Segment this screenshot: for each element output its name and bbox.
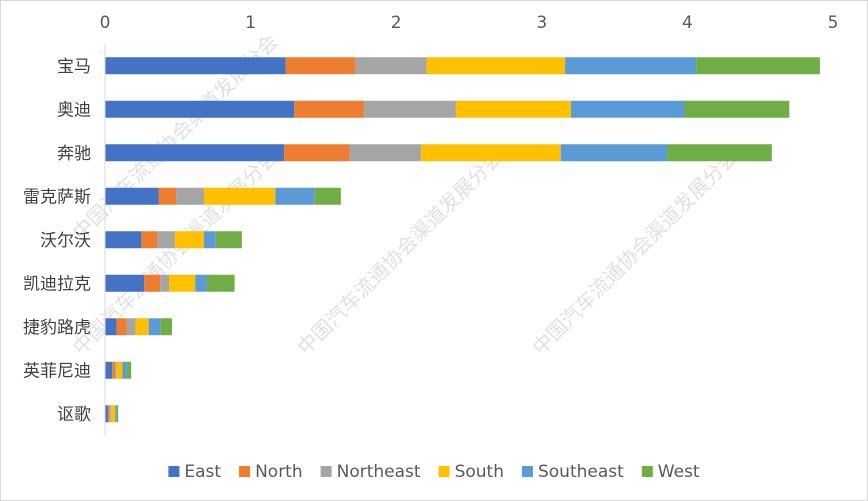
bar-segment-north	[141, 231, 158, 249]
bar-segment-southeast	[122, 361, 127, 379]
watermark-text: 中国汽车流通协会渠道发展分会	[293, 145, 508, 360]
bar-segment-west	[667, 144, 772, 162]
category-label: 宝马	[57, 57, 91, 77]
bar-segment-southeast	[148, 318, 161, 336]
legend-label: West	[658, 462, 700, 482]
legend-swatch	[168, 466, 180, 477]
bar-segment-southeast	[195, 274, 207, 292]
bar-segment-southeast	[275, 187, 315, 205]
bar-segment-west	[116, 405, 119, 423]
bar-segment-north	[285, 57, 356, 75]
category-label: 雷克萨斯	[23, 187, 91, 207]
bar-segment-south	[174, 231, 205, 249]
category-label: 沃尔沃	[40, 231, 91, 251]
category-label: 讴歌	[57, 405, 91, 425]
bar-segment-southeast	[565, 57, 697, 75]
legend-item-west: West	[641, 462, 700, 482]
bar-segment-south	[204, 187, 276, 205]
legend-label: East	[184, 462, 221, 482]
legend-swatch	[438, 466, 450, 477]
bar-segment-southeast	[115, 405, 117, 423]
bar-segment-northeast	[126, 318, 136, 336]
bar-segment-east	[105, 274, 145, 292]
category-label: 奔驰	[57, 144, 91, 164]
bar-segment-west	[696, 57, 820, 75]
bar-segment-west	[160, 318, 172, 336]
category-label: 奥迪	[57, 100, 91, 120]
bar-segment-east	[105, 144, 285, 162]
bar-segment-northeast	[157, 231, 175, 249]
bar-segment-west	[314, 187, 341, 205]
bar-segment-south	[426, 57, 566, 75]
category-label: 英菲尼迪	[23, 361, 91, 381]
bar-segment-northeast	[160, 274, 170, 292]
legend-swatch	[320, 466, 332, 477]
legend-label: Northeast	[337, 462, 421, 482]
watermark-text: 中国汽车流通协会渠道发展分会	[528, 145, 743, 360]
bar-segment-south	[135, 318, 149, 336]
bar-segment-south	[116, 361, 123, 379]
bar-segment-south	[455, 100, 571, 118]
bar-segment-east	[105, 361, 113, 379]
bar-segment-northeast	[109, 405, 111, 423]
bar-segment-east	[105, 231, 142, 249]
bar-segment-north	[112, 361, 116, 379]
legend-item-south: South	[438, 462, 504, 482]
legend-label: North	[255, 462, 303, 482]
bar-segment-southeast	[204, 231, 216, 249]
bar-segment-northeast	[364, 100, 456, 118]
bar-segment-east	[105, 405, 108, 423]
bar-segment-southeast	[570, 100, 685, 118]
x-tick-label: 0	[100, 13, 111, 33]
bar-segment-west	[206, 274, 235, 292]
bars-layer	[105, 57, 820, 423]
legend-label: South	[455, 462, 504, 482]
legend-item-north: North	[239, 462, 303, 482]
bar-segment-northeast	[355, 57, 427, 75]
bar-segment-north	[294, 100, 365, 118]
x-tick-labels: 0 1 2 3 4 5	[100, 13, 839, 33]
bar-segment-northeast	[349, 144, 421, 162]
legend-item-east: East	[168, 462, 221, 482]
bar-segment-south	[169, 274, 196, 292]
legend-swatch	[239, 466, 251, 477]
legend-swatch	[521, 466, 533, 477]
x-tick-label: 4	[682, 13, 693, 33]
bar-segment-north	[116, 318, 127, 336]
bar-segment-north	[158, 187, 177, 205]
bar-segment-southeast	[560, 144, 668, 162]
bar-segment-east	[105, 318, 117, 336]
bar-segment-west	[126, 361, 132, 379]
bar-segment-north	[284, 144, 350, 162]
legend-swatch	[641, 466, 653, 477]
bar-segment-west	[215, 231, 242, 249]
category-label: 捷豹路虎	[23, 318, 91, 338]
bar-segment-north	[107, 405, 110, 423]
x-tick-label: 5	[828, 13, 839, 33]
bar-segment-east	[105, 187, 159, 205]
category-label: 凯迪拉克	[23, 274, 91, 294]
bar-segment-northeast	[176, 187, 205, 205]
x-tick-label: 1	[245, 13, 256, 33]
bar-segment-north	[144, 274, 161, 292]
bar-segment-south	[420, 144, 561, 162]
bar-segment-east	[105, 100, 295, 118]
x-tick-label: 3	[536, 13, 547, 33]
legend-item-northeast: Northeast	[320, 462, 421, 482]
bar-segment-northeast	[115, 361, 117, 379]
watermark-text: 中国汽车流通协会渠道发展分会	[68, 145, 283, 360]
bar-segment-east	[105, 57, 286, 75]
legend: East North Northeast South Southeast West	[168, 462, 700, 482]
legend-item-southeast: Southeast	[521, 462, 624, 482]
legend-label: Southeast	[538, 462, 624, 482]
bar-segment-west	[684, 100, 790, 118]
x-tick-label: 2	[391, 13, 402, 33]
bar-segment-south	[110, 405, 116, 423]
